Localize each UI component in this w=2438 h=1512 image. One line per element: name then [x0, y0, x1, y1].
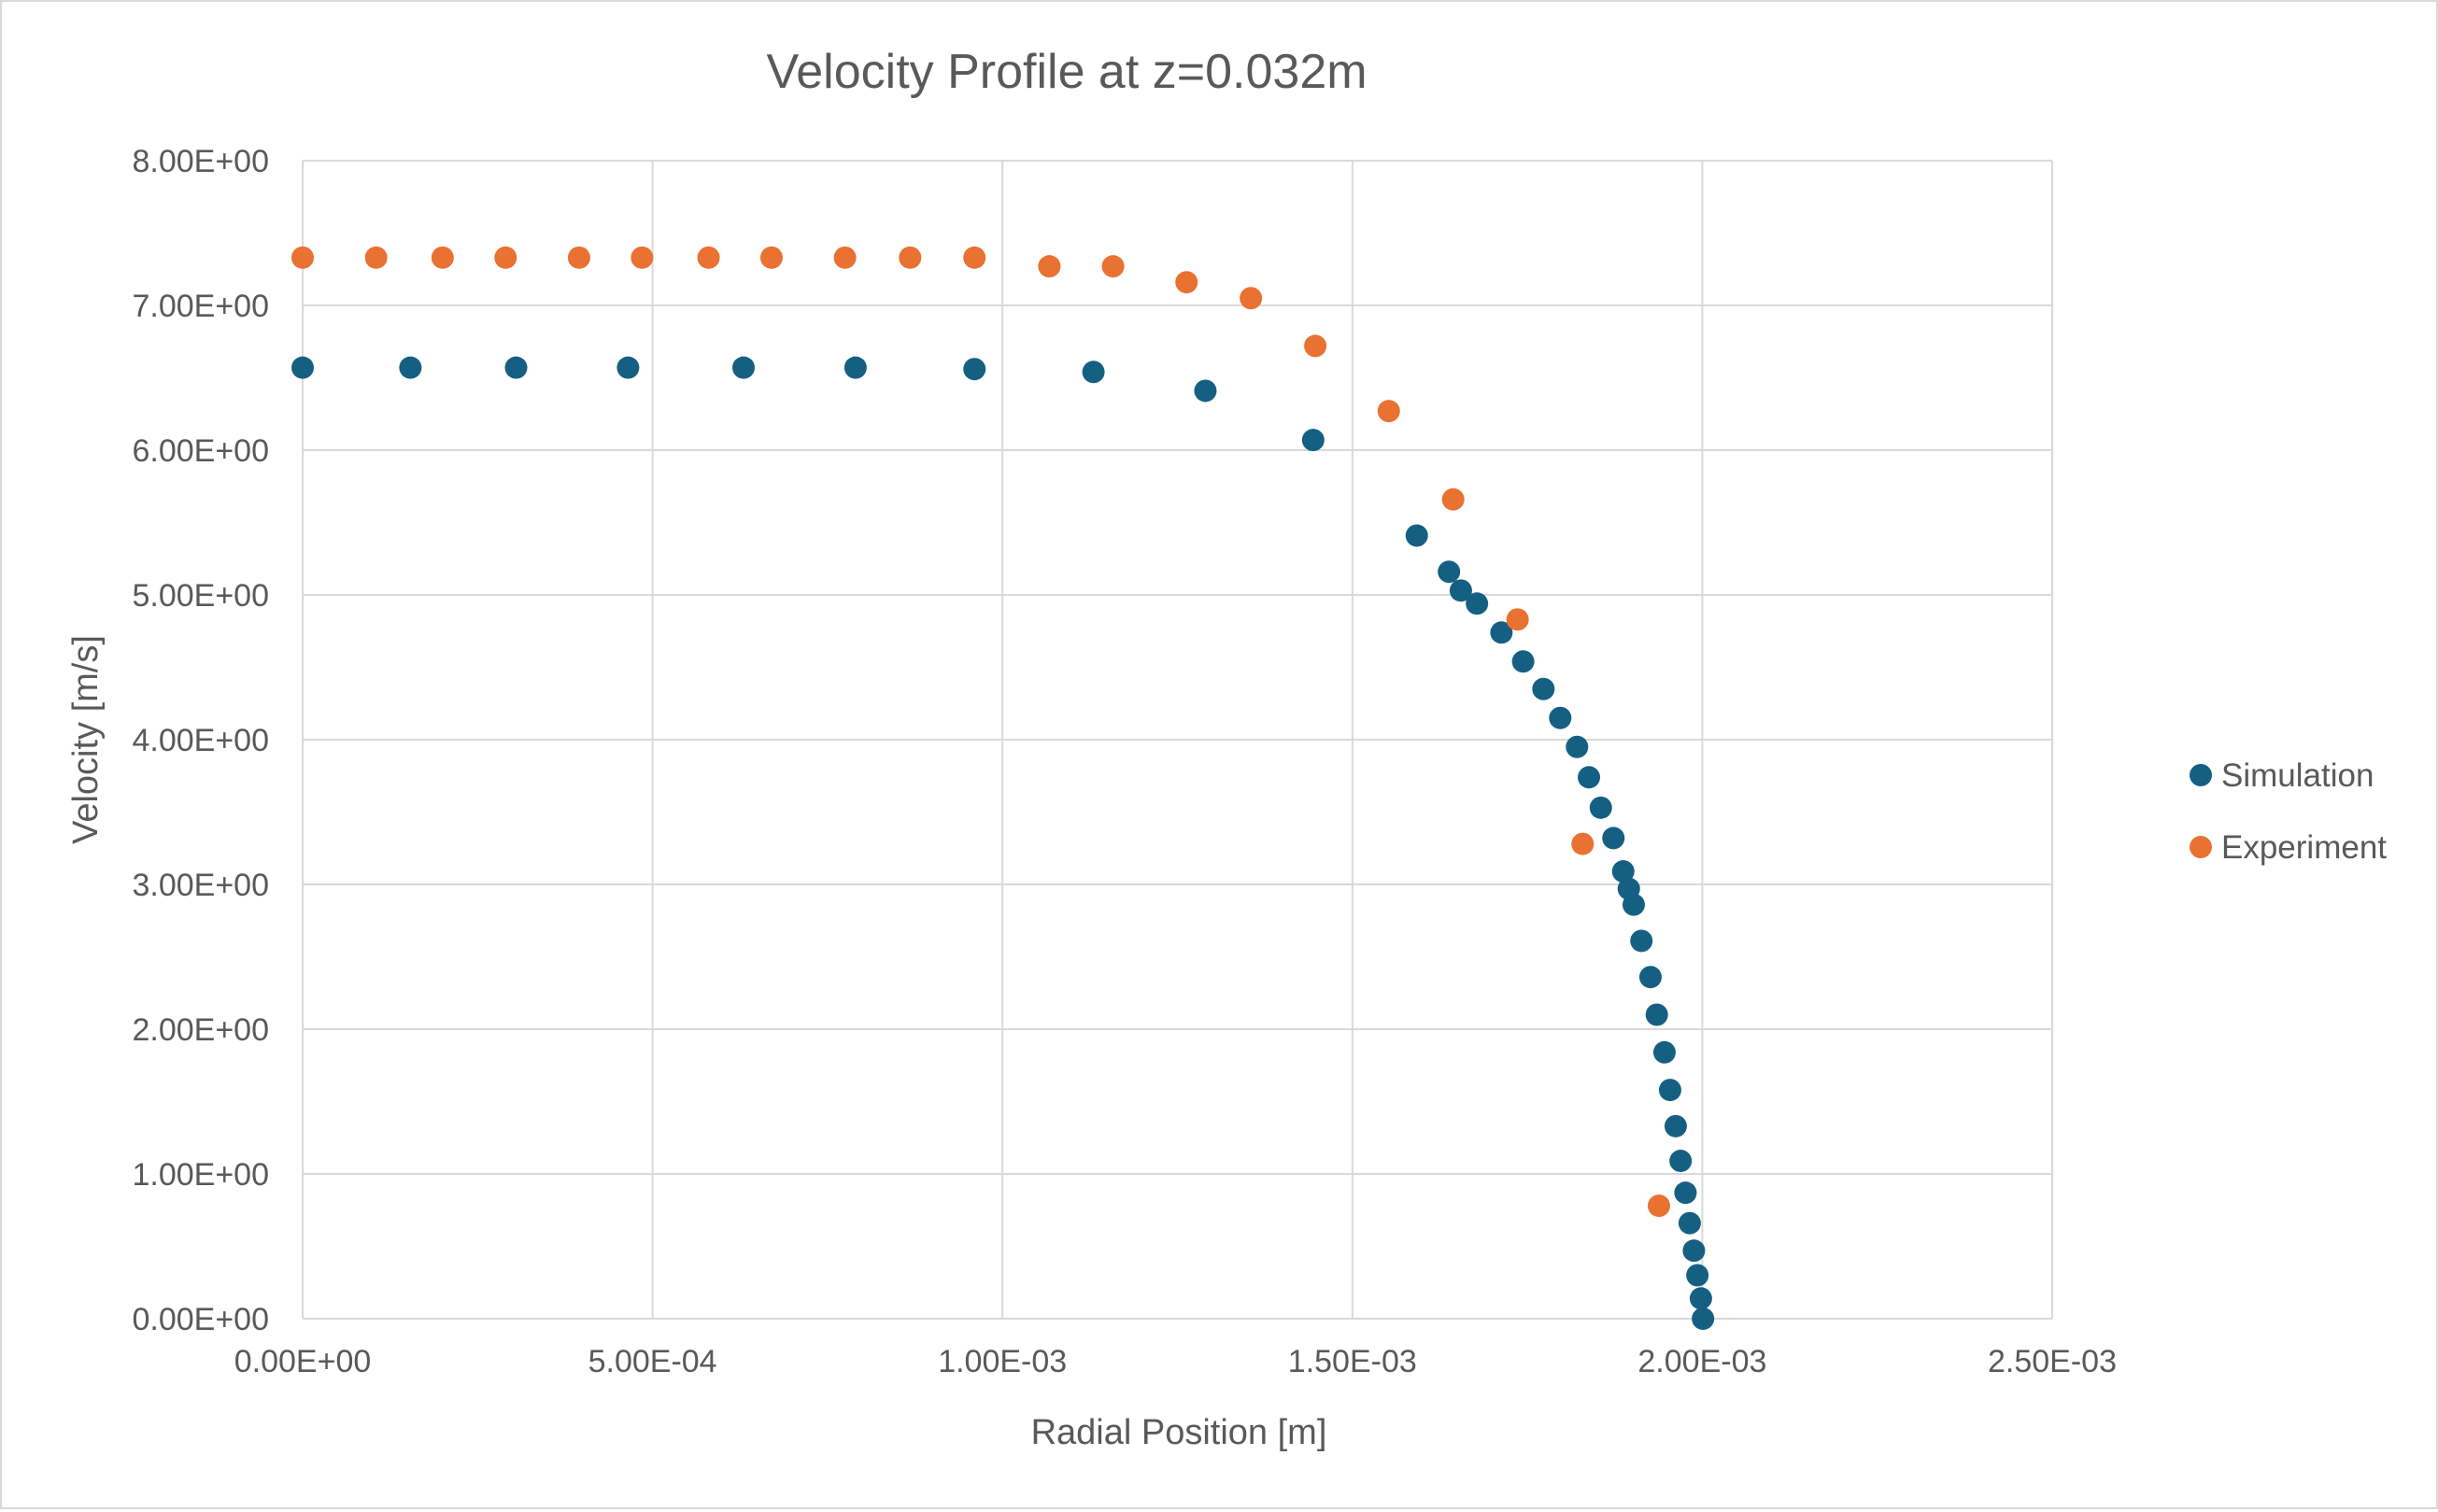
y-tick-label: 3.00E+00 [132, 868, 269, 903]
simulation-point [1082, 360, 1105, 384]
simulation-point [843, 356, 867, 379]
x-tick-label: 1.00E-03 [938, 1344, 1067, 1379]
y-tick-label: 4.00E+00 [132, 723, 269, 758]
y-tick-label: 8.00E+00 [132, 144, 269, 179]
experiment-point [1571, 832, 1595, 855]
simulation-point [399, 356, 422, 379]
simulation-point [1638, 966, 1662, 989]
experiment-point [1377, 400, 1400, 423]
data-series [291, 246, 1715, 1330]
experiment-point [494, 246, 517, 269]
x-axis-tick-labels: 0.00E+00 5.00E-04 1.00E-03 1.50E-03 2.00E-03… [234, 1344, 2117, 1379]
x-axis-title: Radial Position [m] [1031, 1413, 1327, 1452]
y-tick-label: 2.00E+00 [132, 1012, 269, 1048]
y-tick-label: 7.00E+00 [132, 289, 269, 324]
y-tick-label: 0.00E+00 [132, 1302, 269, 1337]
experiment-point [697, 246, 720, 269]
experiment-point [567, 246, 590, 269]
y-axis-tick-labels: 0.00E+00 1.00E+00 2.00E+00 3.00E+00 4.00E+00… [132, 144, 269, 1337]
experiment-point [1240, 287, 1263, 310]
experiment-point [759, 246, 783, 269]
simulation-point [1405, 524, 1428, 547]
legend-marker-simulation [2190, 764, 2212, 786]
experiment-point [1175, 271, 1198, 294]
simulation-point [617, 356, 640, 379]
grid-lines [302, 160, 2053, 1320]
simulation-point [1466, 592, 1489, 615]
x-tick-label: 1.50E-03 [1288, 1344, 1417, 1379]
legend-marker-experiment [2190, 836, 2212, 858]
legend: Simulation Experiment [2190, 757, 2387, 866]
legend-label-experiment: Experiment [2221, 829, 2387, 866]
experiment-point [431, 246, 454, 269]
y-tick-label: 5.00E+00 [132, 578, 269, 614]
simulation-point [1589, 796, 1612, 819]
simulation-point [1578, 766, 1601, 789]
simulation-point [1194, 379, 1217, 403]
simulation-point [1678, 1211, 1701, 1235]
simulation-point [504, 356, 528, 379]
experiment-point [364, 246, 388, 269]
simulation-point [1438, 560, 1461, 584]
simulation-point [1449, 579, 1472, 602]
simulation-point [1658, 1079, 1681, 1102]
simulation-point [1692, 1307, 1715, 1330]
simulation-point [1511, 650, 1535, 673]
simulation-point [731, 356, 755, 379]
x-tick-label: 2.50E-03 [1988, 1344, 2117, 1379]
experiment-point [1304, 334, 1327, 358]
simulation-point [1532, 677, 1555, 700]
simulation-point [1674, 1181, 1697, 1205]
x-tick-label: 0.00E+00 [234, 1344, 372, 1379]
simulation-point [1652, 1040, 1676, 1064]
simulation-point [1301, 429, 1325, 452]
x-tick-label: 2.00E-03 [1637, 1344, 1766, 1379]
y-axis-title: Velocity [m/s] [66, 635, 106, 844]
y-tick-label: 6.00E+00 [132, 433, 269, 469]
series-simulation [291, 356, 1715, 1330]
chart-title: Velocity Profile at z=0.032m [766, 45, 1367, 99]
simulation-point [1630, 929, 1653, 953]
experiment-point [833, 246, 857, 269]
experiment-point [1647, 1194, 1670, 1218]
simulation-point [291, 356, 314, 379]
simulation-point [1549, 706, 1572, 729]
x-tick-label: 5.00E-04 [588, 1344, 717, 1379]
experiment-point [1101, 255, 1125, 278]
y-tick-label: 1.00E+00 [132, 1157, 269, 1193]
experiment-point [1441, 488, 1465, 511]
simulation-point [1622, 893, 1645, 916]
simulation-point [1669, 1150, 1693, 1173]
legend-label-simulation: Simulation [2221, 757, 2374, 794]
simulation-point [1490, 621, 1513, 644]
simulation-point [1602, 827, 1625, 850]
simulation-point [1645, 1003, 1668, 1026]
series-experiment [291, 246, 1670, 1218]
experiment-point [1038, 255, 1061, 278]
simulation-point [1611, 860, 1635, 883]
experiment-point [963, 246, 986, 269]
simulation-point [963, 358, 986, 381]
simulation-point [1664, 1114, 1687, 1138]
simulation-point [1566, 735, 1589, 758]
experiment-point [291, 246, 314, 269]
simulation-point [1686, 1264, 1709, 1287]
simulation-point [1682, 1239, 1706, 1263]
simulation-point [1689, 1287, 1712, 1310]
experiment-point [631, 246, 654, 269]
experiment-point [899, 246, 922, 269]
experiment-point [1506, 608, 1529, 631]
